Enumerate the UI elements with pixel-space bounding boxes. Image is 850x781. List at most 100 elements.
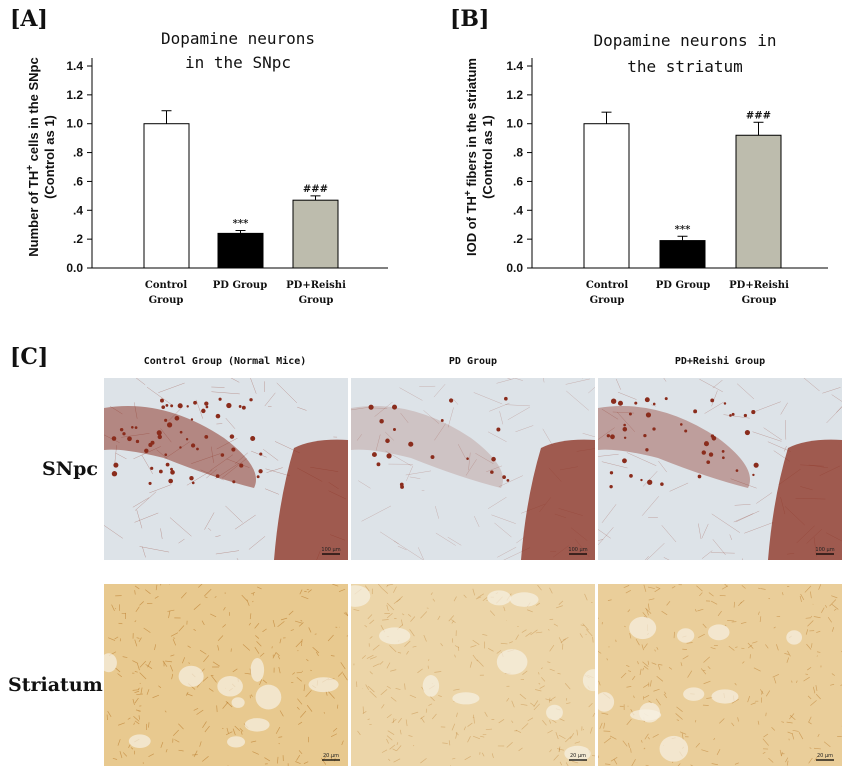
micrograph-snpc-reishi: 100 μm <box>598 378 842 560</box>
fiber <box>582 433 595 438</box>
fiber <box>297 406 307 411</box>
fiber <box>226 727 229 734</box>
cell-body <box>229 434 235 439</box>
fiber <box>723 414 750 419</box>
fiber <box>539 497 552 513</box>
fiber <box>686 642 693 644</box>
fiber <box>196 709 204 715</box>
fiber <box>385 450 412 467</box>
cell-body <box>170 470 175 475</box>
fiber <box>145 664 153 669</box>
fiber <box>591 755 595 757</box>
fiber <box>778 468 801 486</box>
fiber <box>118 722 125 726</box>
cell-body <box>743 413 747 418</box>
fiber <box>337 671 344 677</box>
fiber <box>760 588 766 590</box>
micrograph-snpc-pd: 100 μm <box>351 378 595 560</box>
fiber <box>787 553 795 555</box>
fiber <box>472 639 480 645</box>
fiber <box>646 543 665 560</box>
fiber <box>515 634 519 640</box>
fiber <box>516 536 526 544</box>
fiber <box>393 598 401 604</box>
unstained-patch <box>227 736 246 748</box>
fiber <box>207 527 212 531</box>
fiber <box>225 731 233 736</box>
fiber <box>599 722 603 729</box>
fiber <box>559 466 578 471</box>
fiber <box>497 546 517 558</box>
fiber <box>442 742 448 744</box>
fiber <box>486 465 503 473</box>
fiber <box>463 726 466 731</box>
fiber <box>800 464 824 467</box>
cell-body <box>134 426 138 429</box>
fiber <box>558 746 561 752</box>
unstained-patch <box>487 590 512 606</box>
cell-body <box>652 427 656 431</box>
cell-body <box>506 479 510 482</box>
cell-body <box>256 475 260 479</box>
fiber <box>750 702 756 705</box>
fiber <box>133 402 138 419</box>
fiber <box>386 602 395 611</box>
fiber <box>735 646 738 648</box>
y-axis-label-line2: (Control as 1) <box>42 115 57 199</box>
fiber <box>386 604 389 611</box>
cell-body <box>164 418 168 422</box>
fiber <box>540 667 543 670</box>
fiber <box>676 706 683 712</box>
fiber <box>482 597 488 602</box>
fiber <box>730 478 757 489</box>
fiber <box>475 453 494 465</box>
fiber <box>786 657 790 663</box>
fiber <box>666 601 671 606</box>
fiber <box>643 747 646 750</box>
fiber <box>815 685 818 692</box>
fiber <box>541 677 546 682</box>
fiber <box>515 729 522 733</box>
fiber <box>489 402 510 412</box>
cell-body <box>744 429 751 436</box>
fiber <box>635 638 640 646</box>
fiber <box>530 629 538 636</box>
fiber <box>132 698 135 705</box>
fiber <box>420 611 428 619</box>
significance-label: ### <box>746 110 771 121</box>
fiber <box>576 729 579 736</box>
fiber <box>610 756 618 762</box>
fiber <box>816 655 818 657</box>
fiber <box>296 706 300 710</box>
fiber <box>645 607 652 614</box>
fiber <box>831 595 838 599</box>
fiber <box>800 486 813 491</box>
cell-body <box>160 398 164 403</box>
unstained-patch <box>178 665 204 687</box>
fiber <box>332 727 338 732</box>
fiber <box>274 441 300 454</box>
fiber <box>168 406 184 422</box>
fiber <box>549 749 552 753</box>
fiber <box>663 693 668 699</box>
fiber <box>557 672 561 675</box>
fiber <box>248 622 251 626</box>
fiber <box>518 747 523 752</box>
fiber <box>698 633 705 638</box>
fiber <box>562 637 569 641</box>
fiber <box>448 615 455 622</box>
fiber <box>757 720 760 725</box>
category-label: Group <box>590 295 625 306</box>
fiber <box>538 682 541 685</box>
fiber <box>728 645 735 651</box>
cell-body <box>174 415 180 421</box>
fiber <box>136 693 143 695</box>
fiber <box>232 728 236 736</box>
fiber <box>729 534 733 540</box>
fiber <box>810 591 812 599</box>
fiber <box>545 698 553 702</box>
fiber <box>306 704 313 712</box>
fiber <box>829 599 837 607</box>
y-axis-label-part: Number of TH <box>26 171 41 257</box>
fiber <box>505 404 530 407</box>
